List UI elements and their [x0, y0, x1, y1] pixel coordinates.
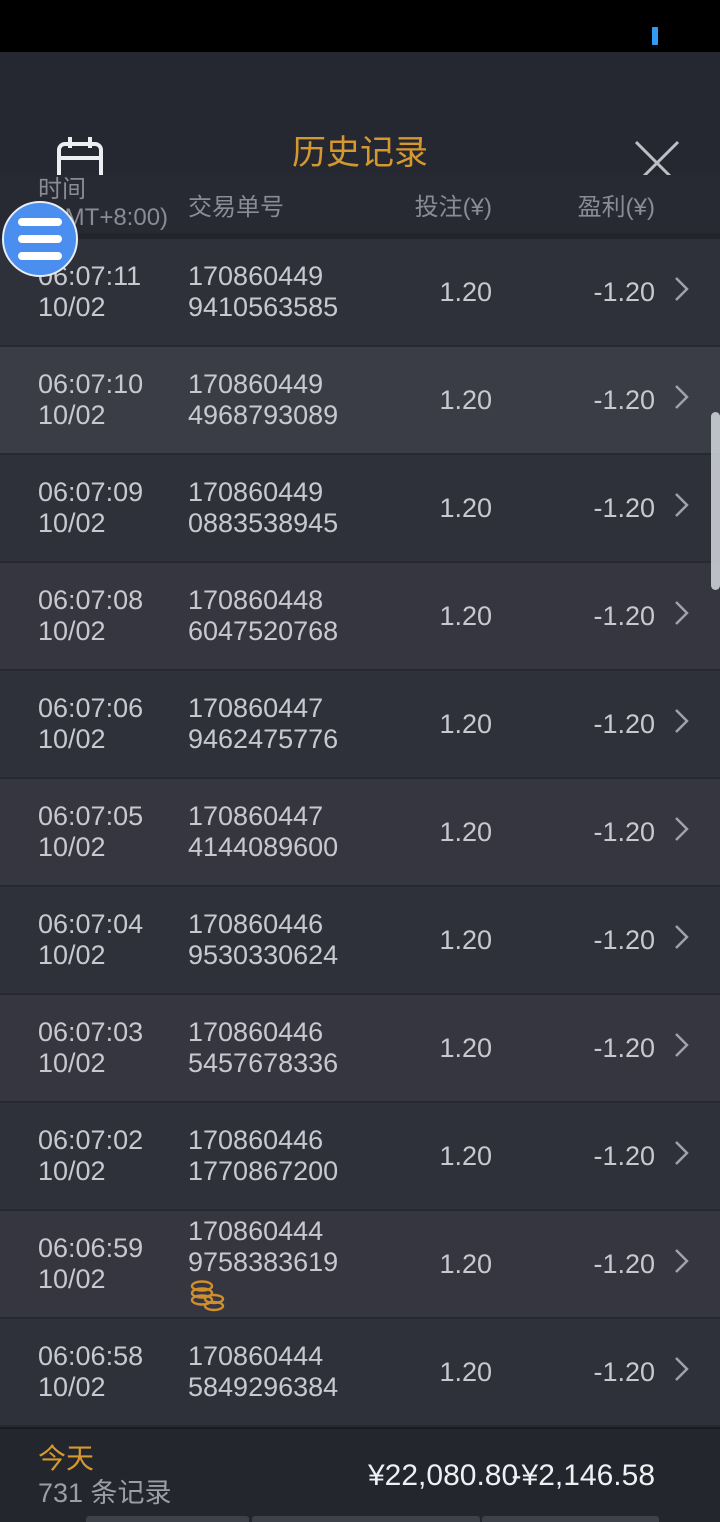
table-row[interactable]: 06:07:08 10/02 170860448 6047520768 1.20 -… [0, 563, 720, 671]
chevron-right-icon [655, 815, 720, 850]
coins-icon [188, 1280, 368, 1312]
scrollbar-thumb[interactable] [711, 412, 720, 590]
row-profit-amount: -1.20 [593, 708, 655, 739]
row-bet-amount: 1.20 [439, 276, 492, 307]
table-row[interactable]: 06:07:11 10/02 170860449 9410563585 1.20 -… [0, 239, 720, 347]
row-time: 06:07:09 10/02 [38, 477, 144, 538]
row-order-number: 170860447 4144089600 [188, 801, 339, 862]
table-row[interactable]: 06:07:03 10/02 170860446 5457678336 1.20 -… [0, 995, 720, 1103]
row-bet-amount: 1.20 [439, 600, 492, 631]
row-order-number: 170860446 5457678336 [188, 1017, 339, 1078]
table-row[interactable]: 06:07:02 10/02 170860446 1770867200 1.20 -… [0, 1103, 720, 1211]
row-bet-amount: 1.20 [439, 708, 492, 739]
row-bet-amount: 1.20 [439, 1140, 492, 1171]
row-time: 06:07:03 10/02 [38, 1017, 144, 1078]
row-order-number: 170860444 9758383619 [188, 1216, 368, 1312]
row-profit-amount: -1.20 [593, 1140, 655, 1171]
row-time: 06:07:10 10/02 [38, 369, 144, 430]
row-bet-amount: 1.20 [439, 924, 492, 955]
row-time: 06:07:08 10/02 [38, 585, 144, 646]
row-profit-amount: -1.20 [593, 1248, 655, 1279]
bottom-partial-bar [86, 1516, 249, 1522]
bottom-partial-bar [482, 1516, 659, 1522]
summary-record-count: 731 条记录 [38, 1477, 172, 1508]
chevron-right-icon [655, 923, 720, 958]
page-title: 历史记录 [292, 134, 428, 172]
chevron-right-icon [655, 1139, 720, 1174]
summary-profit-total: -¥2,146.58 [511, 1458, 655, 1492]
row-order-number: 170860447 9462475776 [188, 693, 339, 754]
row-profit-amount: -1.20 [593, 276, 655, 307]
row-bet-amount: 1.20 [439, 384, 492, 415]
row-order-number: 170860448 6047520768 [188, 585, 339, 646]
chevron-right-icon [655, 707, 720, 742]
row-profit-amount: -1.20 [593, 924, 655, 955]
table-header: 时间 (GMT+8:00) 交易单号 投注(¥) 盈利(¥) [0, 175, 720, 239]
table-row[interactable]: 06:06:59 10/02 170860444 9758383619 1.20 -… [0, 1211, 720, 1319]
table-row[interactable]: 06:07:09 10/02 170860449 0883538945 1.20 -… [0, 455, 720, 563]
row-time: 06:07:05 10/02 [38, 801, 144, 862]
table-row[interactable]: 06:07:05 10/02 170860447 4144089600 1.20 -… [0, 779, 720, 887]
row-time: 06:06:58 10/02 [38, 1341, 144, 1402]
table-row[interactable]: 06:07:04 10/02 170860446 9530330624 1.20 -… [0, 887, 720, 995]
row-order-number: 170860444 5849296384 [188, 1341, 339, 1402]
chevron-right-icon [655, 383, 720, 418]
hamburger-menu-icon[interactable] [2, 201, 78, 277]
row-profit-amount: -1.20 [593, 1356, 655, 1387]
summary-day-label: 今天 [38, 1442, 95, 1474]
bottom-partial-bar [252, 1516, 480, 1522]
row-profit-amount: -1.20 [593, 816, 655, 847]
chevron-right-icon [655, 275, 720, 310]
row-time: 06:07:06 10/02 [38, 693, 144, 754]
chevron-right-icon [655, 1355, 720, 1390]
chevron-right-icon [655, 491, 720, 526]
row-order-number: 170860449 9410563585 [188, 261, 339, 322]
row-order-number: 170860446 9530330624 [188, 909, 339, 970]
status-bar [0, 0, 720, 52]
row-profit-amount: -1.20 [593, 1032, 655, 1063]
app-header: 历史记录 今天 [0, 52, 720, 206]
row-time: 06:06:59 10/02 [38, 1233, 144, 1294]
row-bet-amount: 1.20 [439, 492, 492, 523]
row-profit-amount: -1.20 [593, 600, 655, 631]
table-row[interactable]: 06:06:58 10/02 170860444 5849296384 1.20 -… [0, 1319, 720, 1427]
status-cursor-indicator [652, 27, 658, 45]
row-bet-amount: 1.20 [439, 1032, 492, 1063]
chevron-right-icon [655, 1247, 720, 1282]
row-order-number: 170860449 4968793089 [188, 369, 339, 430]
column-header-profit: 盈利(¥) [577, 193, 655, 221]
column-header-order: 交易单号 [188, 193, 284, 221]
row-time: 06:07:04 10/02 [38, 909, 144, 970]
record-list: 06:07:11 10/02 170860449 9410563585 1.20 -… [0, 239, 720, 1427]
summary-bar: 今天 731 条记录 ¥22,080.80 -¥2,146.58 [0, 1427, 720, 1522]
chevron-right-icon [655, 599, 720, 634]
row-bet-amount: 1.20 [439, 1248, 492, 1279]
row-time: 06:07:02 10/02 [38, 1125, 144, 1186]
table-row[interactable]: 06:07:10 10/02 170860449 4968793089 1.20 -… [0, 347, 720, 455]
column-header-bet: 投注(¥) [414, 193, 492, 221]
row-bet-amount: 1.20 [439, 816, 492, 847]
row-profit-amount: -1.20 [593, 492, 655, 523]
summary-bet-total: ¥22,080.80 [368, 1458, 519, 1492]
row-profit-amount: -1.20 [593, 384, 655, 415]
row-order-number: 170860449 0883538945 [188, 477, 339, 538]
table-row[interactable]: 06:07:06 10/02 170860447 9462475776 1.20 -… [0, 671, 720, 779]
row-bet-amount: 1.20 [439, 1356, 492, 1387]
chevron-right-icon [655, 1031, 720, 1066]
row-order-number: 170860446 1770867200 [188, 1125, 339, 1186]
